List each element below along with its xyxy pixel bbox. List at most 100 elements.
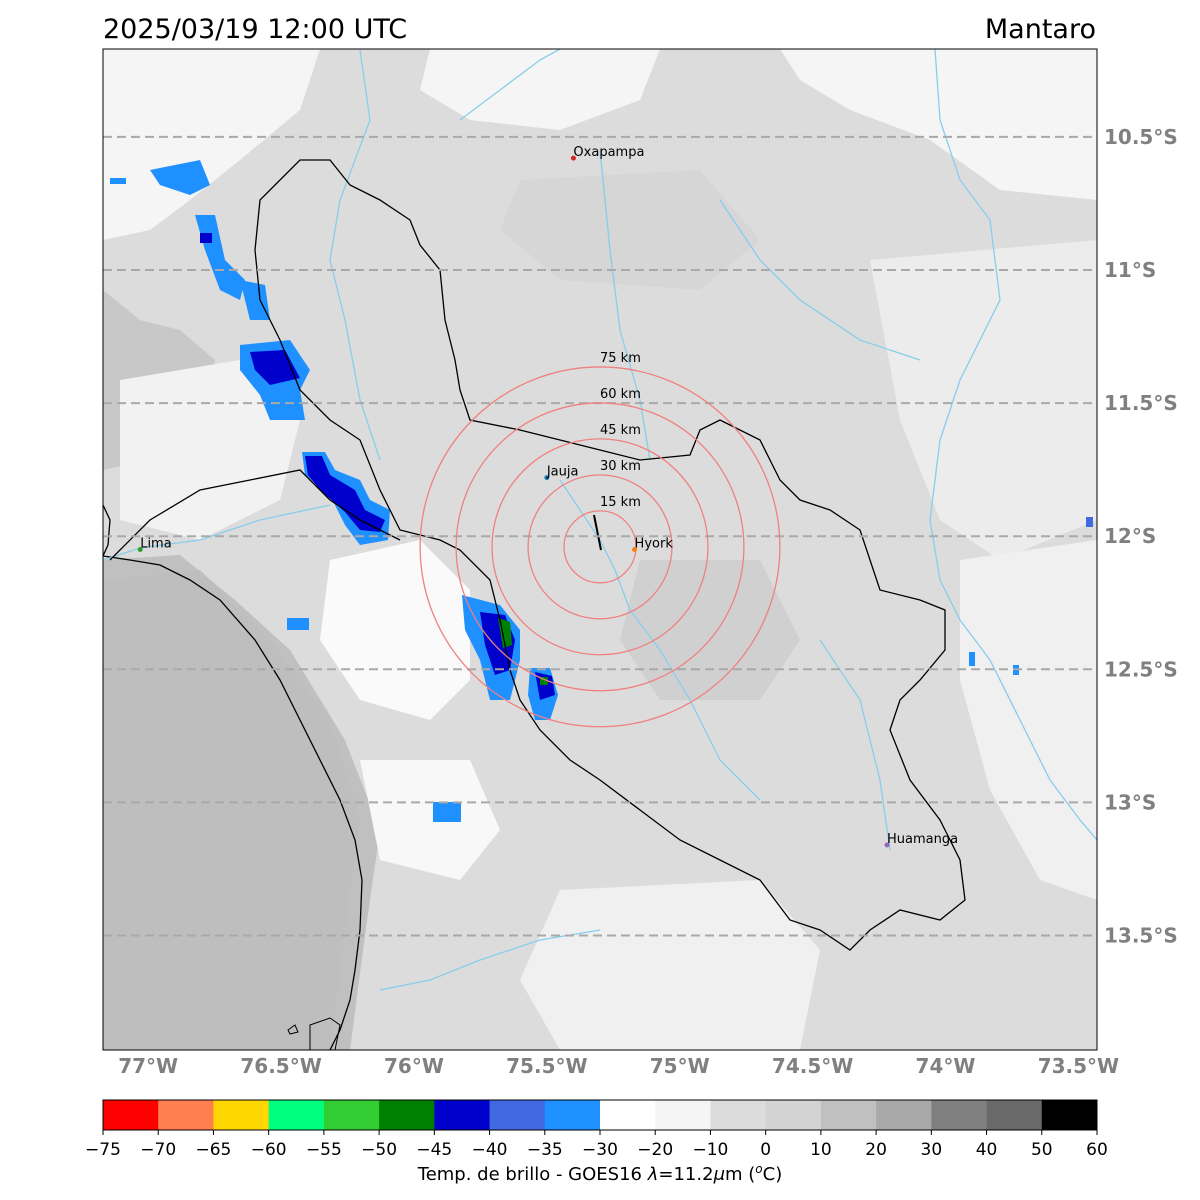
colorbar-swatch (1041, 1100, 1098, 1130)
map-datetime-title: 2025/03/19 12:00 UTC (103, 14, 408, 45)
colorbar (102, 1099, 1098, 1131)
lon-label: 74.5°W (772, 1054, 853, 1078)
colorbar-tick-label: −30 (582, 1140, 618, 1160)
colorbar-tick-label: −20 (637, 1140, 673, 1160)
convection-core (200, 233, 212, 243)
convection-cell (969, 652, 975, 666)
cold-cloud-northwest (103, 49, 320, 240)
city-marker (884, 842, 890, 848)
range-ring-label: 15 km (600, 495, 641, 510)
range-ring (527, 474, 673, 620)
colorbar-swatch (213, 1100, 270, 1130)
convection-cell (433, 802, 461, 822)
basin-boundary-west (109, 469, 401, 561)
cold-cloud-northeast (780, 49, 1097, 200)
colorbar-swatch (876, 1100, 932, 1130)
lat-label: 13.5°S (1104, 924, 1178, 948)
city-label: Huamanga (887, 832, 958, 847)
colorbar-tick-label: 0 (760, 1140, 771, 1160)
city-label: Hyork (635, 537, 674, 552)
river-mantaro (559, 479, 761, 801)
field-central (620, 560, 800, 700)
city-label: Jauja (546, 465, 579, 480)
range-ring (563, 510, 637, 584)
convection-core (305, 456, 385, 532)
city-marker (570, 155, 576, 161)
range-ring-label: 60 km (600, 387, 641, 402)
city-marker (632, 547, 638, 552)
river (459, 49, 561, 121)
lon-label: 74°W (916, 1054, 976, 1078)
colorbar-swatch (434, 1100, 491, 1130)
colorbar-swatch (765, 1100, 822, 1130)
colorbar-tick-label: 10 (810, 1140, 832, 1160)
lat-label: 12.5°S (1104, 657, 1178, 681)
lon-label: 76.5°W (240, 1054, 321, 1078)
colorbar-label: Temp. de brillo - GOES16 λ=11.2μm (oC) (417, 1162, 783, 1185)
cloud-east (870, 240, 1097, 560)
convection-cell (287, 618, 309, 630)
lat-label: 11.5°S (1104, 391, 1178, 415)
colorbar-tick-label: −55 (306, 1140, 342, 1160)
coastline (103, 555, 363, 1050)
convection-core-cold (540, 677, 548, 685)
lon-label: 76°W (384, 1054, 444, 1078)
temperature-field (103, 49, 1097, 1050)
colorbar-swatch (544, 1100, 601, 1130)
cloud-south (520, 880, 820, 1050)
colorbar-swatch (268, 1100, 325, 1130)
range-ring (455, 402, 745, 692)
latitude-labels: 10.5°S 11°S 11.5°S 12°S 12.5°S 13°S 13.5°S (1104, 125, 1178, 948)
colorbar-swatch (710, 1100, 767, 1130)
lon-label: 77°W (118, 1054, 178, 1078)
river (103, 504, 331, 561)
lon-label: 75.5°W (506, 1054, 587, 1078)
colorbar-tick-label: 50 (1031, 1140, 1053, 1160)
lat-label: 10.5°S (1104, 125, 1178, 149)
range-ring (491, 438, 709, 656)
colorbar-tick-label: −50 (361, 1140, 397, 1160)
lon-label: 75°W (650, 1054, 710, 1078)
river (329, 49, 381, 461)
cloud-south-west (360, 760, 500, 880)
map-region-title: Mantaro (984, 14, 1096, 45)
colorbar-tick-label: −65 (195, 1140, 231, 1160)
convection-cell (1086, 517, 1093, 527)
colorbar-ticks: −75 −70 −65 −60 −55 −50 −45 −40 −35 −30 −20 −10 0 10 2… (85, 1130, 1108, 1160)
river (719, 199, 921, 361)
convection-cell (150, 160, 210, 195)
colorbar-swatch (600, 1100, 656, 1130)
map-area: 15 km 30 km 45 km 60 km 75 km Oxapampa Jauja H… (103, 49, 1097, 1050)
colorbar-tick-label: −75 (85, 1140, 121, 1160)
field-central-north (500, 170, 760, 290)
range-ring-label: 75 km (600, 351, 641, 366)
city-label: Lima (140, 537, 171, 552)
colorbar-tick-label: 40 (976, 1140, 998, 1160)
colorbar-swatch (820, 1100, 877, 1130)
range-ring (419, 366, 781, 728)
lat-label: 12°S (1104, 524, 1156, 548)
city-label: Oxapampa (573, 145, 644, 160)
river (929, 49, 1097, 841)
ocean-warm-region-2 (103, 570, 360, 1050)
city-marker (544, 475, 550, 481)
colorbar-tick-label: −35 (527, 1140, 563, 1160)
city-markers: Oxapampa Jauja Hyork Lima Huamanga (137, 145, 958, 848)
colorbar-swatch (489, 1100, 546, 1130)
range-rings: 15 km 30 km 45 km 60 km 75 km (419, 351, 781, 728)
longitude-labels: 77°W 76.5°W 76°W 75.5°W 75°W 74.5°W 74°W 73.5°W (118, 1054, 1119, 1078)
colorbar-swatch (986, 1100, 1043, 1130)
lon-label: 73.5°W (1038, 1054, 1119, 1078)
map-frame (102, 48, 1098, 1051)
colorbar-swatch (931, 1100, 988, 1130)
colorbar-swatch (379, 1100, 435, 1130)
river (819, 639, 891, 851)
city-marker (137, 547, 143, 552)
radar-transect-line (593, 514, 602, 551)
river (379, 929, 601, 991)
rivers (103, 49, 1097, 991)
colorbar-swatch (158, 1100, 214, 1130)
range-ring-label: 45 km (600, 423, 641, 438)
island (309, 1017, 341, 1050)
